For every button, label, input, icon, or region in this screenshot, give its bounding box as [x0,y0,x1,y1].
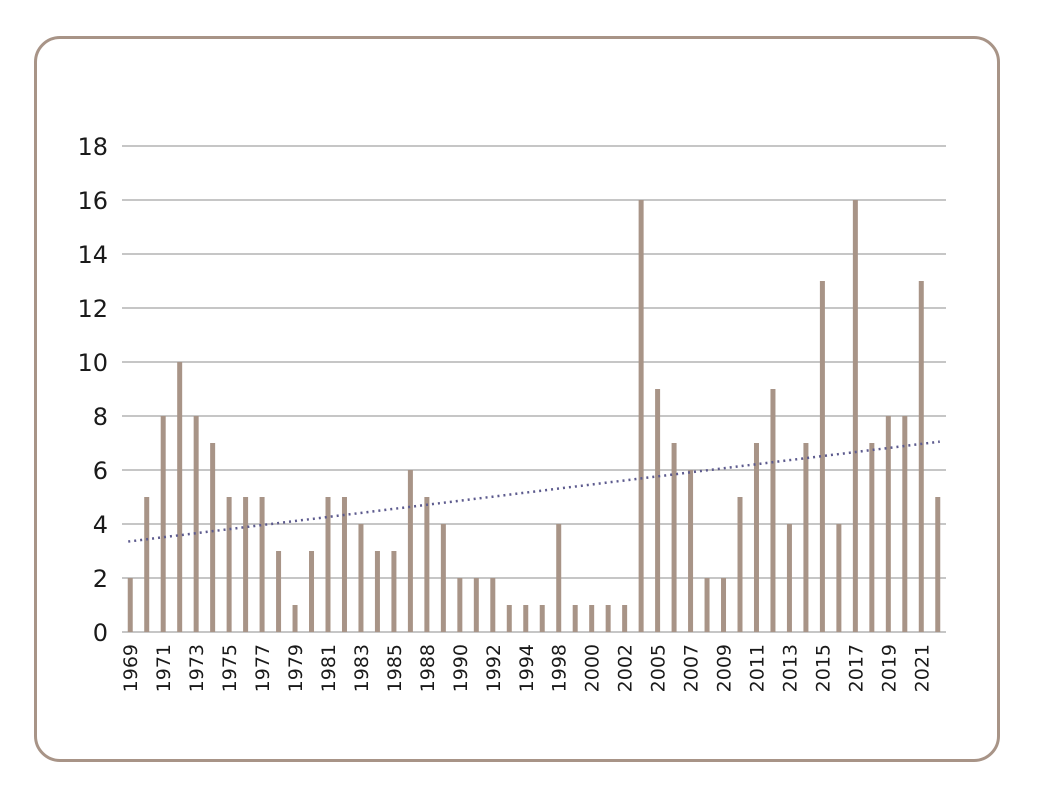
bar-1994 [523,605,529,632]
bar-2007 [688,470,694,632]
bar-2021 [918,281,924,632]
bar-2022 [935,497,941,632]
x-tick-label: 1990 [450,644,472,692]
x-tick-label: 2007 [681,644,703,692]
bar-1987 [407,470,413,632]
bar-1989 [440,524,446,632]
bar-1985 [391,551,397,632]
x-tick-label: 1998 [549,644,571,692]
bar-2000 [589,605,595,632]
x-tick-label: 1969 [120,644,142,692]
bar-1983 [358,524,364,632]
x-tick-label: 2019 [878,644,900,692]
bar-1982 [341,497,347,632]
chart-frame [34,36,1000,762]
bar-2013 [786,524,792,632]
bar-2004 [638,200,644,632]
bar-2005 [655,389,661,632]
y-tick-label: 0 [93,619,108,647]
bar-1991 [473,578,479,632]
y-tick-label: 12 [77,295,108,323]
bar-1980 [309,551,315,632]
x-tick-label: 2002 [615,644,637,692]
x-tick-label: 2013 [779,644,801,692]
bar-2020 [902,416,908,632]
bar-1977 [259,497,265,632]
bar-1970 [144,497,150,632]
y-axis-ticks: 0 2 4 6 8 10 12 14 16 18 [77,133,108,647]
bar-2016 [836,524,842,632]
x-tick-label: 2009 [714,644,736,692]
bar-2012 [770,389,776,632]
bar-2018 [869,443,875,632]
y-tick-label: 18 [77,133,108,161]
bar-1975 [226,497,232,632]
x-tick-label: 1975 [219,644,241,692]
bar-1979 [292,605,298,632]
y-tick-label: 10 [77,349,108,377]
bar-2006 [671,443,677,632]
y-tick-label: 14 [77,241,108,269]
x-tick-label: 2015 [812,644,834,692]
bar-1973 [193,416,199,632]
x-tick-label: 1977 [252,644,274,692]
bar-2010 [737,497,743,632]
bar-1998 [556,524,562,632]
x-axis-ticks: 1969 1971 1973 1975 1977 1979 1981 1983 1985 1988… [120,644,933,692]
x-tick-label: 2000 [582,644,604,692]
bar-1993 [506,605,512,632]
bar-1969 [127,578,133,632]
bar-2014 [803,443,809,632]
trendline-layer [128,440,940,543]
bar-2001 [605,605,611,632]
trendline [128,440,940,543]
bar-1971 [160,416,166,632]
y-tick-label: 16 [77,187,108,215]
bar-1990 [457,578,463,632]
bar-1988 [424,497,430,632]
x-tick-label: 1981 [318,644,340,692]
bar-2017 [852,200,858,632]
bar-1978 [276,551,282,632]
bar-1999 [572,605,578,632]
y-tick-label: 6 [93,457,108,485]
bar-1996 [539,605,545,632]
x-tick-label: 2011 [746,644,768,692]
x-tick-label: 1979 [285,644,307,692]
bar-2002 [622,605,628,632]
x-tick-label: 1983 [351,644,373,692]
bar-2011 [753,443,759,632]
x-tick-label: 1992 [483,644,505,692]
x-tick-label: 1994 [516,644,538,692]
y-tick-label: 8 [93,403,108,431]
bar-1981 [325,497,331,632]
bar-1976 [243,497,249,632]
bar-2019 [885,416,891,632]
y-tick-label: 2 [93,565,108,593]
x-tick-label: 2017 [845,644,867,692]
bars [127,200,941,632]
x-tick-label: 1988 [417,644,439,692]
bar-1992 [490,578,496,632]
x-tick-label: 1985 [384,644,406,692]
bar-2009 [721,578,727,632]
x-tick-label: 2005 [648,644,670,692]
bar-2015 [819,281,825,632]
x-tick-label: 1973 [186,644,208,692]
bar-1984 [374,551,380,632]
bar-1974 [210,443,216,632]
x-tick-label: 1971 [153,644,175,692]
x-tick-label: 2021 [911,644,933,692]
bar-2008 [704,578,710,632]
gridlines [122,145,946,633]
y-tick-label: 4 [93,511,108,539]
bar-1972 [177,362,183,632]
